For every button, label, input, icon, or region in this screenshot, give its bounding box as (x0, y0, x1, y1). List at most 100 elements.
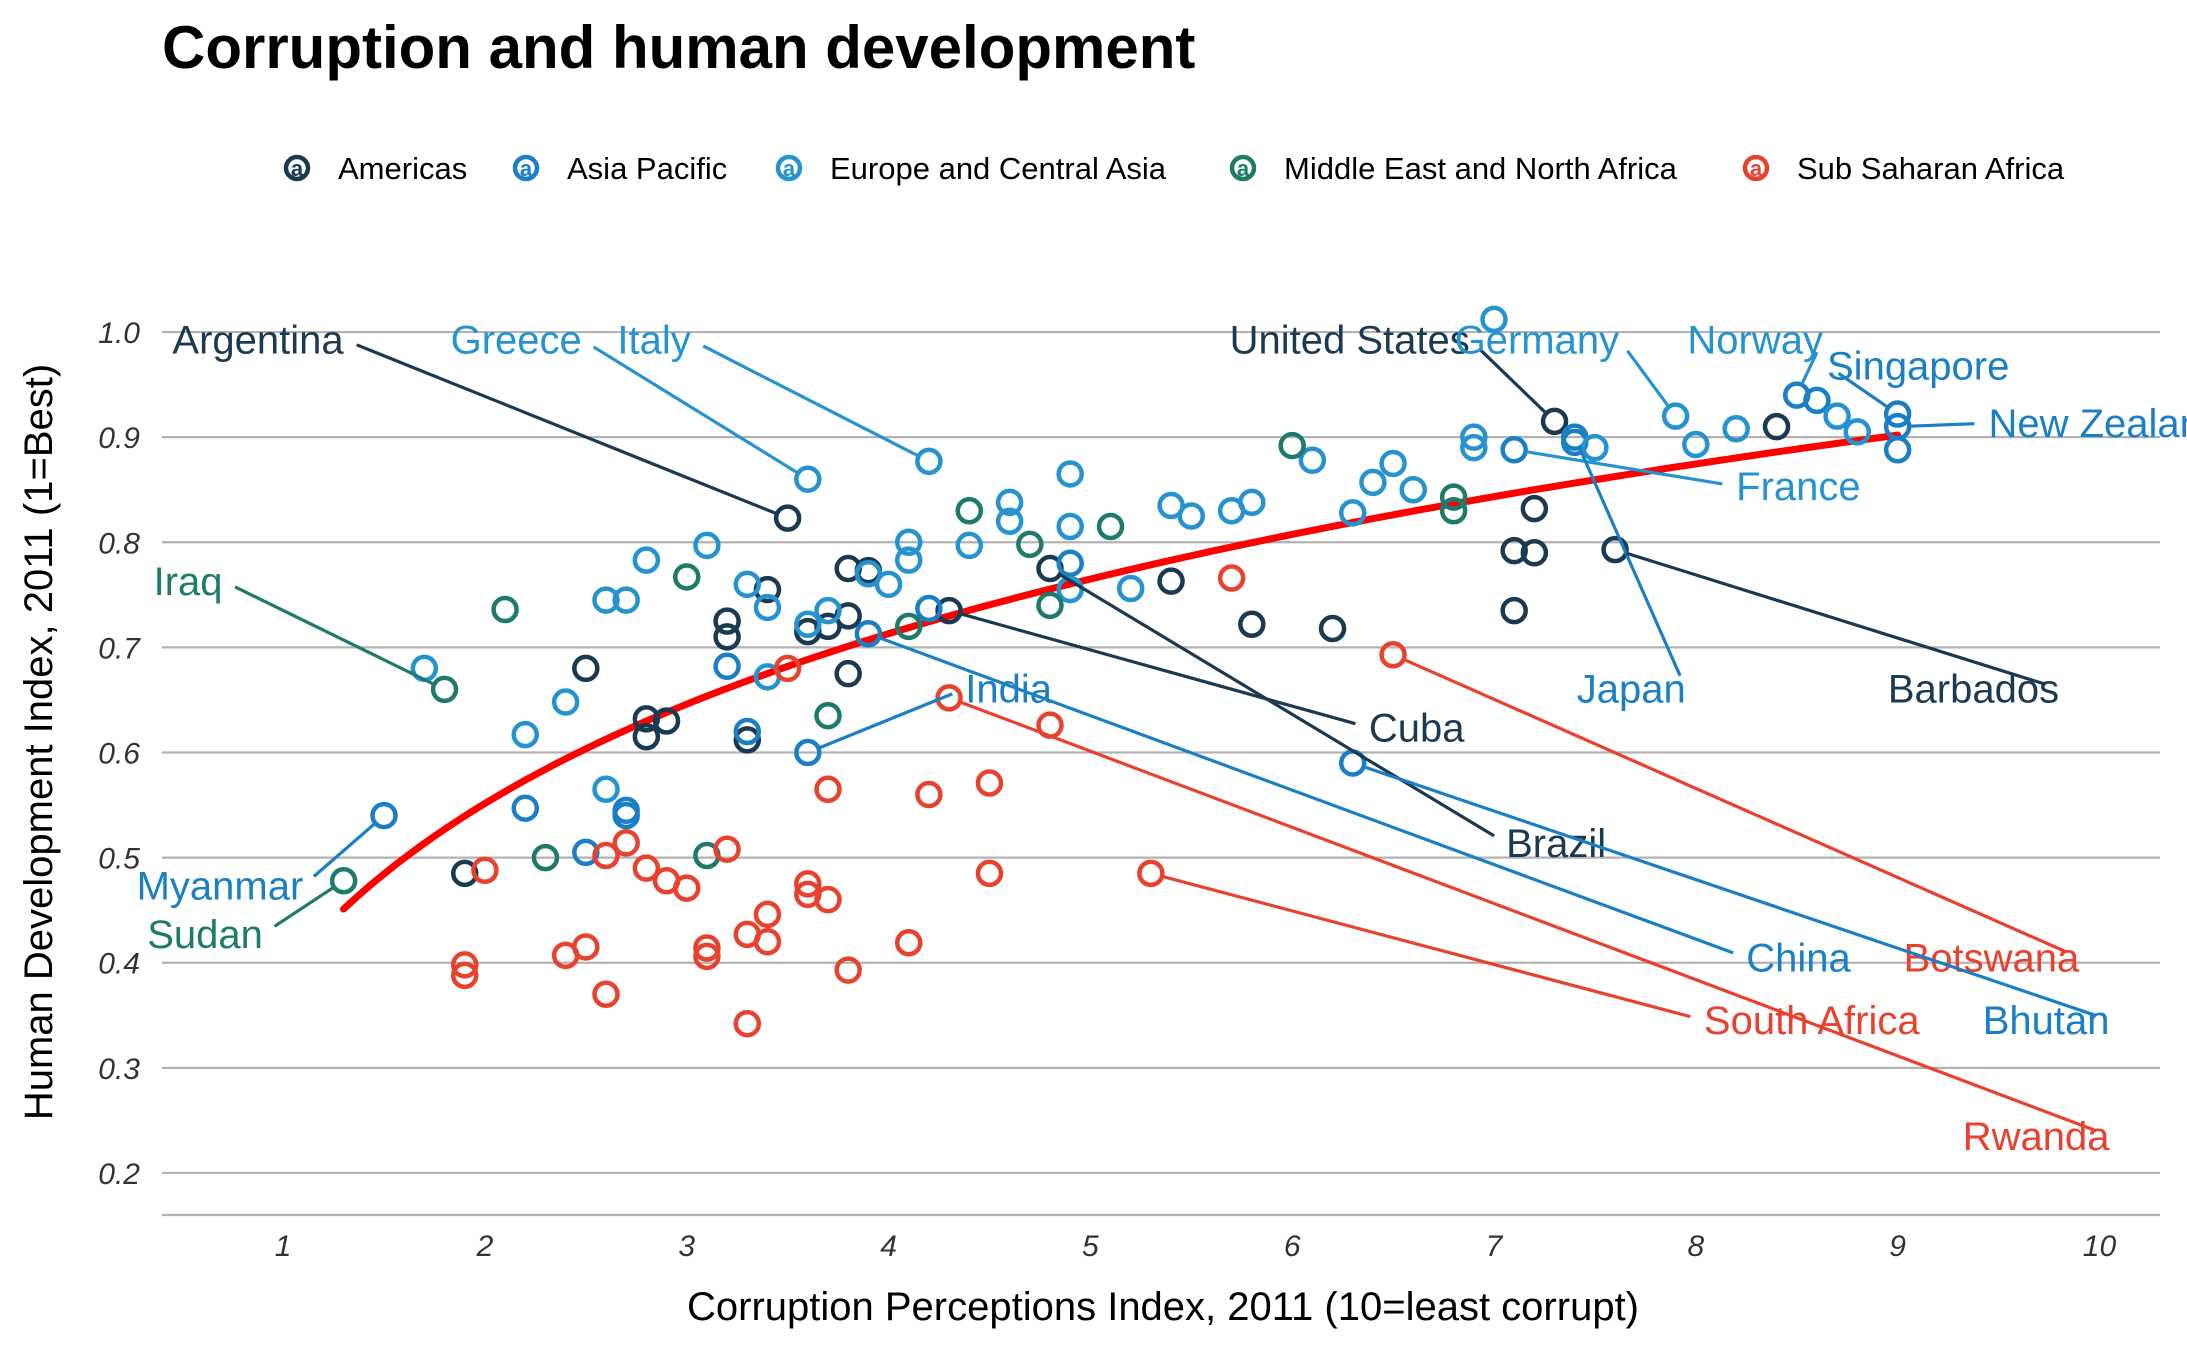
leader-line (702, 344, 919, 458)
leader-line (1626, 551, 2047, 686)
label-singapore: Singapore (1827, 344, 2009, 409)
point-sub-saharan-africa (632, 854, 661, 882)
leader-line (959, 700, 2098, 1133)
leader-line (1525, 450, 1723, 486)
leader-line (1626, 349, 1670, 408)
leader-line (879, 636, 1734, 955)
x-tick-label: 8 (1687, 1230, 1704, 1263)
label-text: Singapore (1827, 344, 2009, 388)
legend-label: Asia Pacific (567, 151, 727, 186)
point-europe-and-central-asia (1238, 488, 1266, 517)
label-text: Japan (1577, 668, 1686, 712)
legend-label: Middle East and North Africa (1284, 151, 1678, 186)
leader-line (1363, 765, 2097, 1018)
label-india: India (818, 668, 1053, 750)
y-tick-label: 0.4 (98, 948, 140, 981)
point-europe-and-central-asia (1460, 423, 1488, 451)
label-text: Greece (451, 319, 582, 363)
point-europe-and-central-asia (1359, 468, 1387, 497)
legend-glyph: a (1237, 156, 1250, 181)
leader-line (592, 345, 799, 475)
point-europe-and-central-asia (592, 586, 620, 614)
legend-marker (1742, 154, 1770, 182)
legend-label: Americas (338, 151, 467, 186)
point-sub-saharan-africa (450, 961, 479, 990)
trend-line (340, 431, 1902, 913)
point-americas (1520, 539, 1549, 567)
point-europe-and-central-asia (592, 775, 620, 804)
legend-marker (283, 154, 311, 182)
legend-label: Europe and Central Asia (830, 151, 1167, 186)
data-points (329, 305, 1912, 1038)
point-sub-saharan-africa (713, 835, 741, 863)
point-americas (450, 859, 479, 888)
point-middle-east-and-north-africa (329, 866, 358, 895)
y-tick-label: 0.6 (98, 738, 140, 771)
legend-item-europe-and-central-asia: a Europe and Central Asia (775, 151, 1167, 186)
legend-glyph: a (1750, 156, 1763, 181)
legend: a Americas a Asia Pacific a Europe and Centra… (283, 151, 2065, 186)
legend-glyph: a (783, 156, 796, 181)
label-china: China (879, 636, 1852, 981)
point-sub-saharan-africa (733, 1009, 762, 1038)
point-asia-pacific (854, 619, 883, 648)
point-europe-and-central-asia (1661, 402, 1690, 430)
x-tick-label: 5 (1082, 1230, 1099, 1263)
point-europe-and-central-asia (1722, 415, 1750, 443)
leader-line (1837, 371, 1889, 409)
leader-line (1403, 658, 2068, 954)
point-europe-and-central-asia (1843, 418, 1872, 446)
point-middle-east-and-north-africa (672, 563, 701, 591)
point-sub-saharan-africa (894, 929, 923, 957)
point-europe-and-central-asia (1460, 433, 1488, 462)
label-sudan: Sudan (147, 886, 335, 957)
point-middle-east-and-north-africa (1439, 483, 1468, 511)
point-sub-saharan-africa (753, 900, 782, 929)
y-tick-label: 0.3 (98, 1053, 140, 1086)
point-europe-and-central-asia (894, 546, 923, 574)
label-text: Sudan (147, 913, 263, 957)
point-europe-and-central-asia (894, 528, 923, 557)
point-europe-and-central-asia (511, 720, 540, 749)
label-rwanda: Rwanda (959, 700, 2110, 1159)
legend-item-sub-saharan-africa: a Sub Saharan Africa (1742, 151, 2065, 186)
label-text: New Zealand (1988, 402, 2187, 446)
label-text: Barbados (1888, 668, 2059, 712)
label-iraq: Iraq (154, 560, 435, 686)
leader-line (1162, 874, 1691, 1019)
point-europe-and-central-asia (915, 447, 943, 476)
leader-line (1909, 422, 1975, 428)
point-americas (1601, 535, 1629, 564)
point-middle-east-and-north-africa (531, 843, 560, 872)
label-germany: Germany (1455, 319, 1670, 408)
label-text: Myanmar (137, 865, 304, 909)
leader-line (1578, 447, 1682, 677)
legend-marker (512, 154, 540, 182)
point-sub-saharan-africa (915, 780, 943, 809)
point-americas (733, 726, 762, 754)
leader-line (1059, 573, 1495, 838)
label-text: United States (1230, 319, 1470, 363)
point-middle-east-and-north-africa (491, 595, 519, 624)
point-middle-east-and-north-africa (430, 675, 459, 704)
legend-item-asia-pacific: a Asia Pacific (512, 151, 727, 186)
point-middle-east-and-north-africa (1096, 512, 1125, 541)
point-europe-and-central-asia (814, 596, 842, 625)
point-middle-east-and-north-africa (814, 701, 842, 730)
label-argentina: Argentina (172, 319, 778, 516)
point-americas (1500, 596, 1528, 625)
point-sub-saharan-africa (935, 684, 963, 712)
point-europe-and-central-asia (1379, 449, 1407, 478)
point-americas (834, 659, 862, 688)
point-europe-and-central-asia (693, 531, 721, 560)
point-americas (1520, 494, 1549, 523)
point-sub-saharan-africa (814, 775, 842, 804)
y-tick-labels: 0.2 0.3 0.4 0.5 0.6 0.7 0.8 0.9 1.0 (98, 317, 141, 1191)
point-europe-and-central-asia (733, 570, 762, 599)
point-sub-saharan-africa (1379, 640, 1407, 669)
point-americas (1500, 536, 1528, 565)
point-europe-and-central-asia (995, 507, 1024, 535)
point-europe-and-central-asia (632, 546, 661, 574)
